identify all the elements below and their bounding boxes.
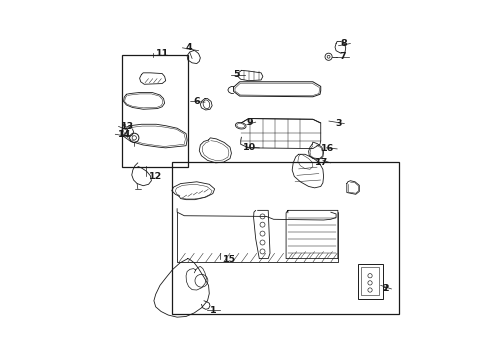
Bar — [122, 55, 188, 167]
Text: 15: 15 — [223, 255, 236, 264]
Text: 16: 16 — [321, 144, 334, 153]
Text: 8: 8 — [341, 39, 347, 48]
Text: 14: 14 — [118, 130, 131, 139]
Text: 17: 17 — [315, 158, 328, 167]
Bar — [358, 264, 383, 298]
Text: 13: 13 — [122, 122, 135, 131]
Text: 5: 5 — [234, 70, 240, 79]
Text: 10: 10 — [244, 143, 256, 152]
Text: 7: 7 — [339, 52, 346, 61]
Text: 3: 3 — [335, 119, 342, 128]
Text: 6: 6 — [194, 97, 200, 106]
Text: 12: 12 — [148, 172, 162, 181]
Bar — [172, 162, 398, 314]
Text: 1: 1 — [210, 306, 217, 315]
Text: 4: 4 — [185, 43, 192, 52]
Text: 9: 9 — [246, 118, 253, 127]
Text: 2: 2 — [382, 284, 389, 293]
Bar — [361, 267, 379, 295]
Text: 11: 11 — [156, 49, 169, 58]
